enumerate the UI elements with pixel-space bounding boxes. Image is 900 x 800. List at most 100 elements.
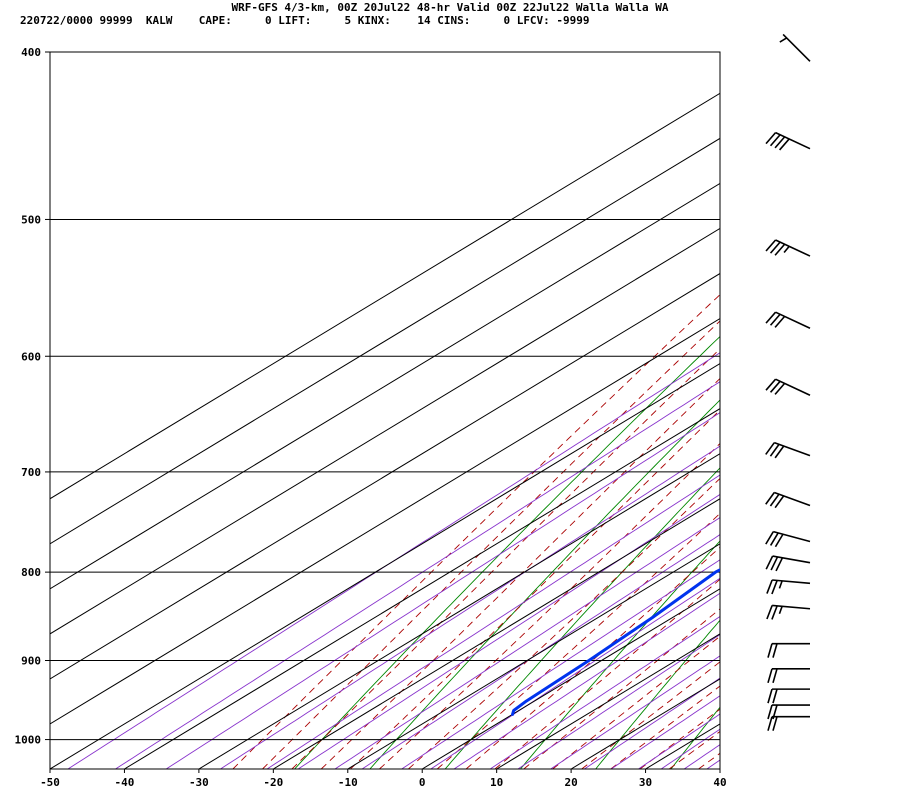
mixing-ratio-line — [67, 352, 720, 769]
dry-adiabat — [822, 52, 900, 769]
wind-barb-column — [765, 33, 811, 731]
moist-adiabat — [465, 546, 720, 769]
y-tick-label-600: 600 — [21, 350, 41, 363]
mixing-ratio-line — [430, 577, 720, 769]
x-tick-label-0: 0 — [419, 776, 426, 789]
isotherm — [273, 498, 720, 769]
isotherm — [198, 453, 720, 769]
y-tick-label-1000: 1000 — [15, 734, 42, 747]
mixing-ratio-line — [334, 516, 720, 769]
isotherm-group — [50, 92, 720, 769]
wind-barb — [767, 715, 810, 731]
wind-barb — [765, 378, 811, 396]
sounding-indices-line: 220722/0000 99999 KALW CAPE: 0 LIFT: 5 K… — [20, 14, 590, 27]
dry-adiabat — [595, 619, 720, 769]
isotherm — [719, 768, 720, 769]
sounding-profile-dewpoint — [511, 568, 720, 716]
chart-title: WRF-GFS 4/3-km, 00Z 20Jul22 48-hr Valid … — [231, 1, 669, 14]
wind-barb — [767, 688, 810, 704]
isotherm — [50, 272, 720, 680]
mixing-ratio-line — [266, 474, 720, 769]
isotherm — [570, 678, 720, 769]
isotherm — [50, 182, 720, 590]
mixing-ratio-line — [401, 559, 720, 769]
mixing-ratio-line — [297, 493, 720, 769]
mixing-ratio-line — [489, 615, 720, 769]
moist-adiabat — [758, 52, 900, 769]
mixing-ratio-line — [660, 728, 720, 769]
x-tick-label--20: -20 — [263, 776, 283, 789]
isotherm — [496, 633, 720, 769]
dry-adiabat — [294, 335, 720, 769]
y-tick-label-500: 500 — [21, 213, 41, 226]
isotherm — [645, 723, 720, 769]
mixing-ratio-line — [550, 655, 720, 769]
x-tick-label--50: -50 — [40, 776, 60, 789]
moist-adiabat — [610, 685, 720, 769]
sounding-profile-temperature — [768, 61, 900, 716]
moist-adiabat — [350, 409, 720, 769]
wind-barb — [765, 239, 811, 257]
isotherm — [50, 227, 720, 635]
mixing-ratio-line — [638, 713, 720, 769]
isotherm — [50, 92, 720, 500]
mixing-ratio-line — [706, 759, 720, 769]
dry-adiabat — [670, 706, 720, 769]
moist-adiabat — [552, 635, 720, 769]
moist-adiabat — [698, 752, 720, 769]
isotherm — [421, 588, 720, 769]
dry-adiabat — [746, 52, 900, 769]
moist-adiabat — [436, 512, 720, 769]
mixing-ratio-line — [517, 634, 720, 769]
axis-ticks: 400 500 600 700 800 900 1000 -50 -40 -30 -20 -10 0 10… — [15, 46, 727, 789]
isotherm — [50, 137, 720, 545]
data-series — [511, 61, 900, 716]
y-tick-label-800: 800 — [21, 566, 41, 579]
wind-barb — [765, 530, 811, 548]
mixing-ratio-line — [453, 592, 720, 769]
moist-adiabat — [494, 578, 720, 769]
x-tick-label-10: 10 — [490, 776, 503, 789]
wind-barb — [765, 131, 811, 151]
mixing-ratio-line — [165, 412, 720, 769]
moist-adiabat — [728, 52, 900, 769]
wind-barb — [765, 441, 811, 459]
moist-adiabat — [668, 730, 720, 769]
moist-adiabat — [581, 661, 720, 769]
plot-grid — [49, 51, 721, 770]
wind-barb — [765, 555, 811, 572]
thermo-guide-lines — [67, 52, 900, 769]
isotherm — [124, 408, 720, 769]
mixing-ratio-line — [361, 534, 720, 769]
y-tick-label-700: 700 — [21, 466, 41, 479]
plot-frame — [49, 51, 721, 770]
wind-barb — [779, 33, 811, 62]
dry-adiabat — [369, 399, 720, 769]
y-tick-label-400: 400 — [21, 46, 41, 59]
x-tick-label-30: 30 — [639, 776, 652, 789]
moist-adiabat — [262, 320, 720, 769]
wind-barb — [765, 311, 811, 329]
dry-adiabat — [444, 467, 720, 769]
wind-barb — [767, 668, 810, 684]
isotherm — [50, 363, 720, 769]
x-tick-label--30: -30 — [189, 776, 209, 789]
mixing-ratio-line — [220, 445, 720, 769]
wind-barb — [766, 604, 811, 620]
x-tick-label--40: -40 — [115, 776, 135, 789]
mixing-ratio-line — [610, 695, 720, 769]
wind-barb — [765, 491, 811, 509]
wind-barb — [766, 579, 811, 595]
moist-adiabat — [379, 442, 720, 769]
x-tick-label-20: 20 — [564, 776, 577, 789]
x-tick-label-40: 40 — [713, 776, 726, 789]
mixing-ratio-line — [584, 677, 720, 769]
y-tick-label-900: 900 — [21, 655, 41, 668]
isotherm — [50, 317, 720, 725]
moist-adiabat — [408, 477, 720, 769]
moist-adiabat — [291, 348, 720, 769]
mixing-ratio-line — [115, 381, 720, 769]
isotherm — [347, 543, 720, 769]
dry-adiabat — [520, 540, 720, 769]
